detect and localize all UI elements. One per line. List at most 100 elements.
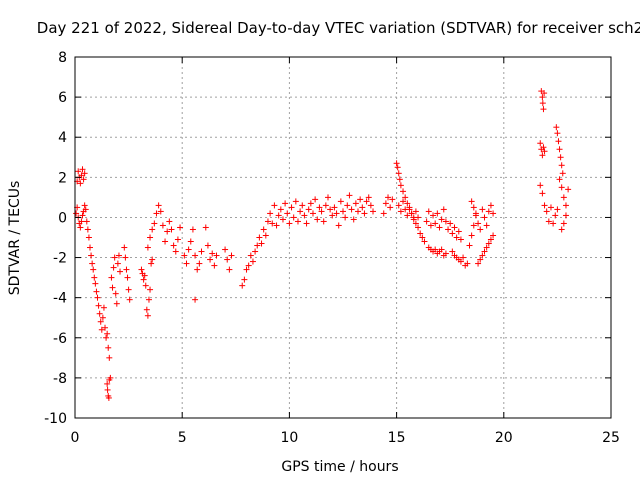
data-point: [196, 260, 203, 267]
data-point: [421, 238, 428, 245]
data-point: [104, 330, 111, 337]
data-point: [85, 234, 92, 241]
data-point: [545, 218, 552, 225]
data-point: [174, 236, 181, 243]
data-point: [275, 212, 282, 219]
data-point: [292, 198, 299, 205]
data-point: [357, 196, 364, 203]
data-point: [177, 224, 184, 231]
data-point: [555, 138, 562, 145]
data-point: [395, 170, 402, 177]
data-point: [271, 202, 278, 209]
data-point: [562, 212, 569, 219]
data-point: [541, 90, 548, 97]
data-point: [258, 240, 265, 247]
data-point: [262, 232, 269, 239]
y-tick-label: 0: [58, 210, 67, 226]
data-point: [192, 296, 199, 303]
data-point: [81, 170, 88, 177]
data-point: [470, 204, 477, 211]
data-point: [346, 192, 353, 199]
data-point: [387, 204, 394, 211]
data-point: [385, 194, 392, 201]
data-point: [239, 282, 246, 289]
data-point: [80, 176, 87, 183]
data-point: [453, 234, 460, 241]
data-point: [123, 266, 130, 273]
data-point: [138, 266, 145, 273]
data-point: [110, 264, 117, 271]
data-point: [277, 206, 284, 213]
data-point: [105, 394, 112, 401]
data-point: [189, 226, 196, 233]
data-point: [159, 222, 166, 229]
data-point: [350, 216, 357, 223]
data-point: [382, 200, 389, 207]
data-point: [164, 228, 171, 235]
data-point: [400, 188, 407, 195]
data-point: [93, 288, 100, 295]
data-point: [449, 230, 456, 237]
plot-frame: [74, 56, 612, 419]
data-point: [445, 226, 452, 233]
data-point: [565, 186, 572, 193]
data-point: [419, 234, 426, 241]
data-point: [553, 124, 560, 131]
data-point: [558, 226, 565, 233]
y-tick-label: -6: [53, 331, 67, 347]
data-point: [92, 280, 99, 287]
x-tick-label: 20: [495, 430, 513, 446]
data-point: [228, 252, 235, 259]
data-point: [415, 214, 422, 221]
data-point: [556, 146, 563, 153]
data-point: [149, 256, 156, 263]
data-point: [194, 266, 201, 273]
data-point: [117, 268, 124, 275]
data-point: [438, 216, 445, 223]
data-point: [472, 212, 479, 219]
data-point: [207, 256, 214, 263]
data-point: [260, 226, 267, 233]
data-point: [430, 212, 437, 219]
data-point: [99, 314, 106, 321]
data-point: [483, 222, 490, 229]
data-point: [264, 218, 271, 225]
data-point: [337, 198, 344, 205]
data-point: [442, 218, 449, 225]
data-point: [149, 226, 156, 233]
data-point: [540, 144, 547, 151]
data-point: [475, 220, 482, 227]
data-point: [468, 232, 475, 239]
data-point: [222, 246, 229, 253]
data-point: [226, 266, 233, 273]
data-point: [427, 222, 434, 229]
data-point: [562, 202, 569, 209]
data-point: [243, 266, 250, 273]
data-point: [247, 252, 254, 259]
data-point: [172, 248, 179, 255]
data-point: [394, 164, 401, 171]
data-point: [479, 252, 486, 259]
data-point: [477, 226, 484, 233]
data-point: [124, 274, 131, 281]
data-point: [432, 246, 439, 253]
data-point: [554, 206, 561, 213]
y-axis-label: SDTVAR / TECUs: [7, 181, 23, 296]
y-tick-label: -8: [53, 371, 67, 387]
data-point: [183, 260, 190, 267]
data-point: [412, 220, 419, 227]
x-tick-label: 5: [178, 430, 187, 446]
data-point: [168, 226, 175, 233]
data-point: [198, 248, 205, 255]
data-point: [449, 248, 456, 255]
data-point: [432, 220, 439, 227]
data-point: [406, 204, 413, 211]
data-point: [547, 204, 554, 211]
data-point: [539, 190, 546, 197]
data-point: [89, 260, 96, 267]
data-point: [335, 222, 342, 229]
x-tick-label: 15: [388, 430, 406, 446]
data-point: [404, 200, 411, 207]
data-point: [440, 206, 447, 213]
data-point: [408, 210, 415, 217]
